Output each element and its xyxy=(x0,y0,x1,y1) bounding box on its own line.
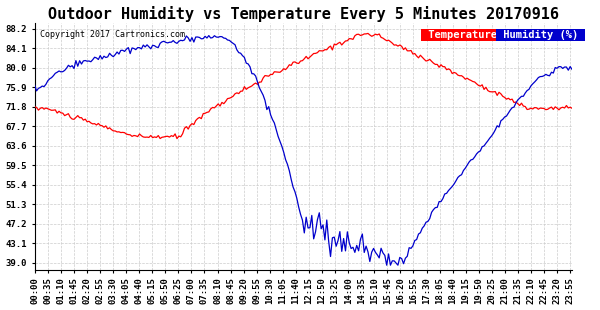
Text: Humidity (%): Humidity (%) xyxy=(497,30,584,40)
Text: Copyright 2017 Cartronics.com: Copyright 2017 Cartronics.com xyxy=(40,30,185,39)
Title: Outdoor Humidity vs Temperature Every 5 Minutes 20170916: Outdoor Humidity vs Temperature Every 5 … xyxy=(48,6,559,22)
Text: Temperature (°F): Temperature (°F) xyxy=(422,30,534,40)
